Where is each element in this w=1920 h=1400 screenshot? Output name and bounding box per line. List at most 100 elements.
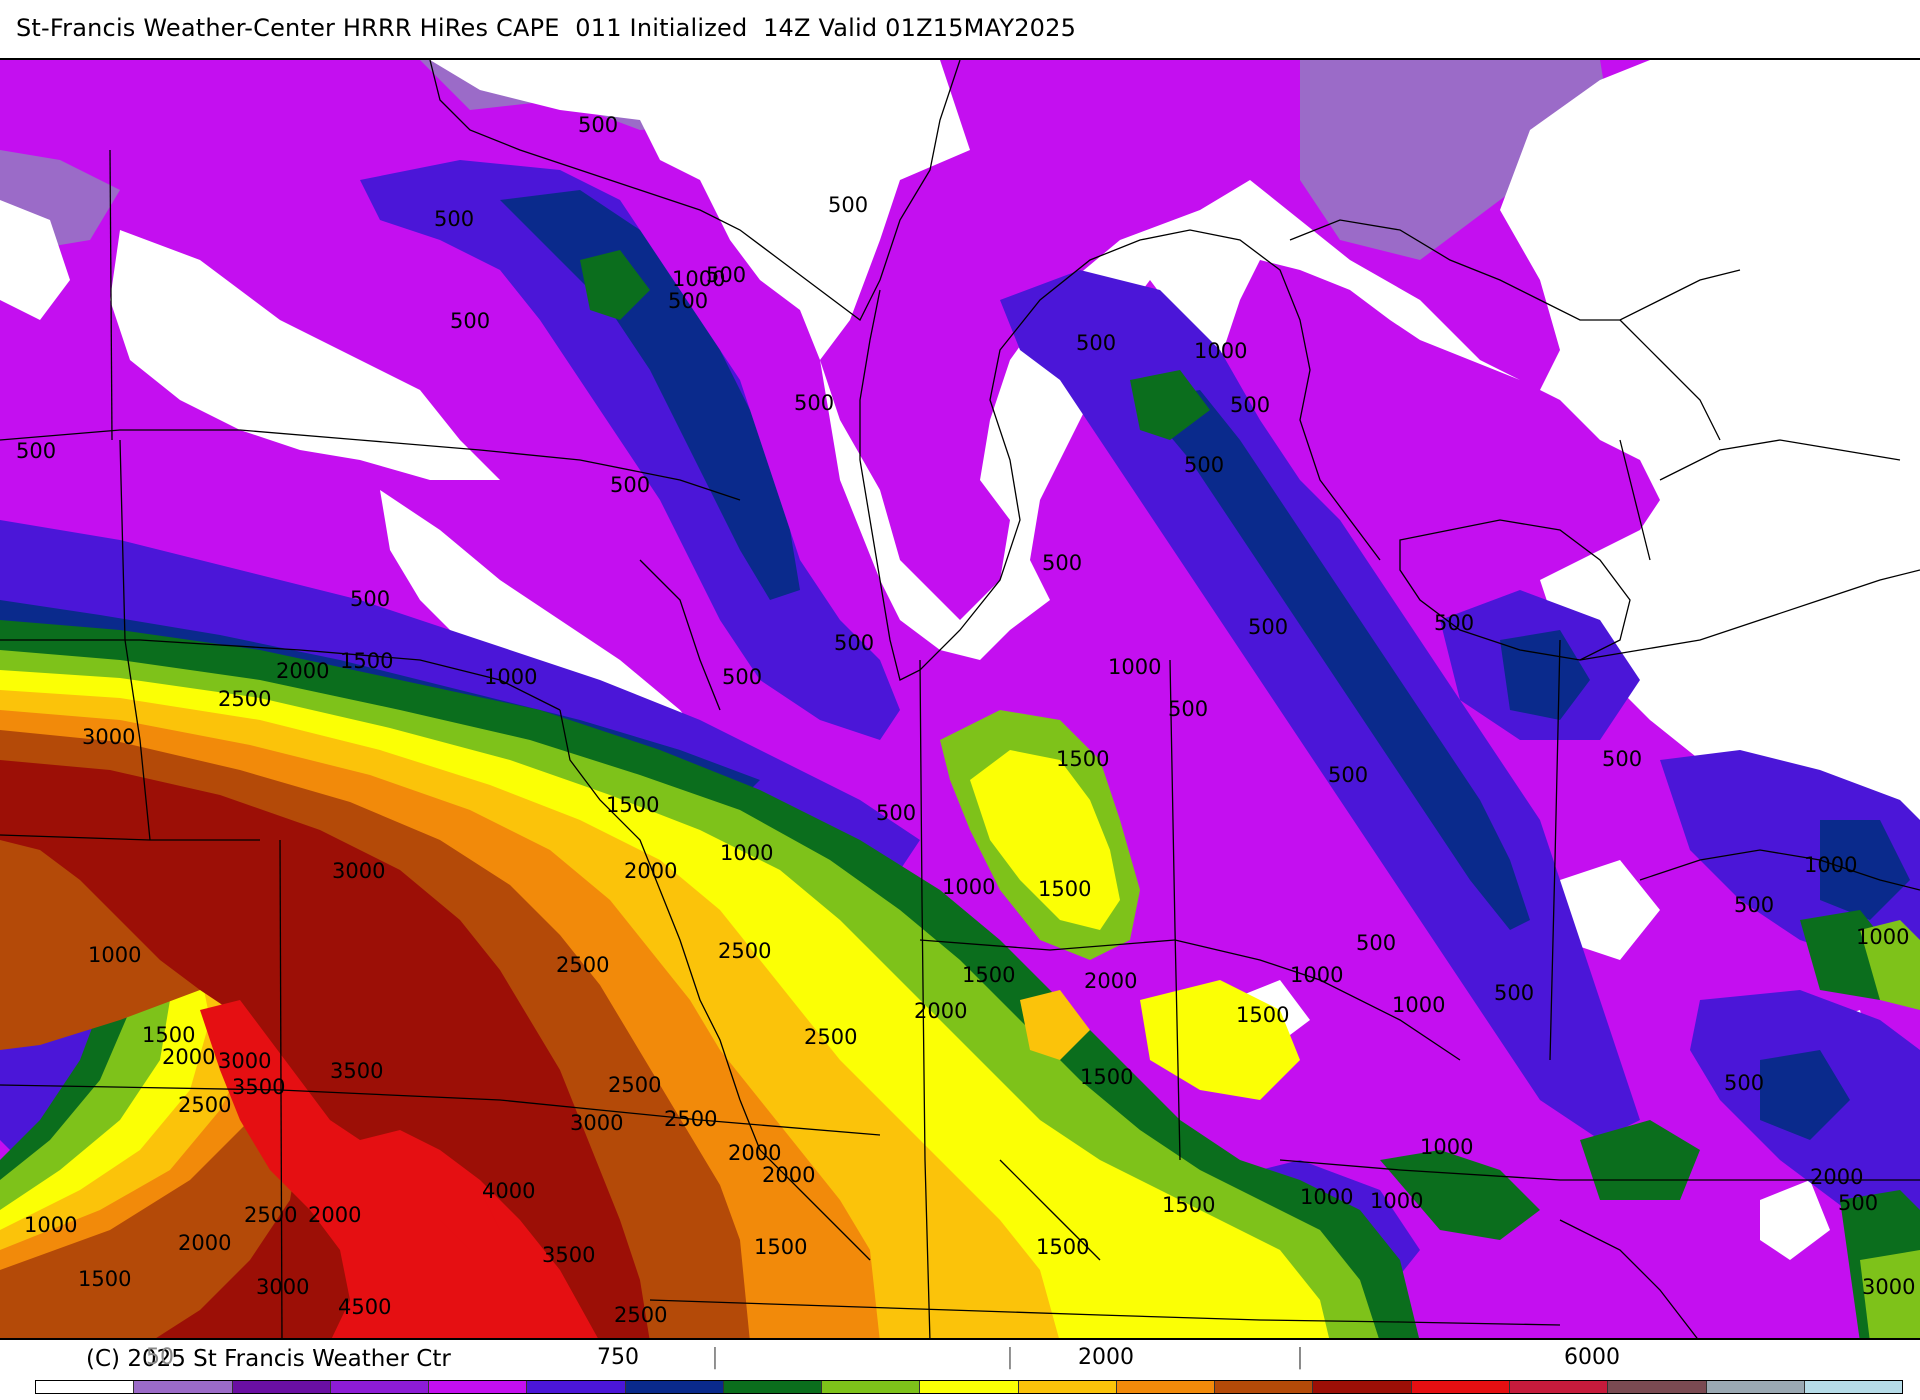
- colorbar-swatch: [625, 1381, 724, 1393]
- contour-label: 1000: [1392, 993, 1445, 1017]
- cape-map-canvas: 500 500 500 500 500 500 500 500 500 500 …: [0, 60, 1920, 1338]
- contour-label: 2000: [624, 859, 677, 883]
- cape-band-4500: [200, 1000, 598, 1338]
- colorbar-tick-label: 6000: [1564, 1345, 1620, 1370]
- contour-label: 1000: [1856, 925, 1909, 949]
- colorbar-swatch: [232, 1381, 331, 1393]
- contour-label: 500: [876, 801, 916, 825]
- contour-label: 2500: [556, 953, 609, 977]
- contour-label: 2000: [308, 1203, 361, 1227]
- contour-label: 500: [1076, 331, 1116, 355]
- colorbar-tick-label: 750: [597, 1345, 639, 1370]
- contour-label: 1500: [1056, 747, 1109, 771]
- contour-label: 3000: [1862, 1275, 1915, 1299]
- contour-label: 1000: [942, 875, 995, 899]
- contour-label: 500: [610, 473, 650, 497]
- contour-label: 3000: [332, 859, 385, 883]
- contour-label: 500: [1602, 747, 1642, 771]
- contour-label: 500: [578, 113, 618, 137]
- contour-label: 4000: [482, 1179, 535, 1203]
- contour-label: 1000: [1804, 853, 1857, 877]
- contour-label: 500: [722, 665, 762, 689]
- colorbar-swatch: [1018, 1381, 1117, 1393]
- contour-label: 3000: [570, 1111, 623, 1135]
- contour-label: 1500: [1038, 877, 1091, 901]
- contour-label: 500: [706, 263, 746, 287]
- contour-label: 2500: [804, 1025, 857, 1049]
- contour-label: 4500: [338, 1295, 391, 1319]
- contour-label: 1000: [1194, 339, 1247, 363]
- contour-label: 500: [828, 193, 868, 217]
- contour-label: 500: [1248, 615, 1288, 639]
- colorbar-swatch: [1411, 1381, 1510, 1393]
- colorbar-swatch: [1706, 1381, 1805, 1393]
- contour-label: 1000: [1370, 1189, 1423, 1213]
- contour-label: 1000: [720, 841, 773, 865]
- contour-label: 1000: [1300, 1185, 1353, 1209]
- geographic-outlines: [0, 60, 1920, 1338]
- contour-label: 1500: [142, 1023, 195, 1047]
- contour-label: 500: [450, 309, 490, 333]
- contour-label: 500: [1184, 453, 1224, 477]
- contour-label: 3500: [330, 1059, 383, 1083]
- contour-label: 2000: [914, 999, 967, 1023]
- contour-label: 1000: [484, 665, 537, 689]
- colorbar-swatch: [1313, 1381, 1412, 1393]
- colorbar-swatch: [822, 1381, 921, 1393]
- contour-label: 2500: [608, 1073, 661, 1097]
- colorbar-swatch: [1215, 1381, 1314, 1393]
- colorbar-tick-label: |: [711, 1345, 719, 1370]
- contour-label: 1500: [962, 963, 1015, 987]
- contour-label: 500: [1042, 551, 1082, 575]
- colorbar-tick-label: 2000: [1078, 1345, 1134, 1370]
- contour-label: 2000: [276, 659, 329, 683]
- contour-label: 500: [16, 439, 56, 463]
- contour-label: 500: [1734, 893, 1774, 917]
- contour-label: 500: [1230, 393, 1270, 417]
- colorbar-swatch: [527, 1381, 626, 1393]
- contour-label: 1000: [672, 267, 725, 291]
- contour-label: 2500: [178, 1093, 231, 1117]
- contour-label: 2000: [762, 1163, 815, 1187]
- contour-label: 2000: [178, 1231, 231, 1255]
- contour-label: 2500: [614, 1303, 667, 1327]
- contour-label: 1500: [606, 793, 659, 817]
- colorbar-swatch: [36, 1381, 135, 1393]
- chart-title: St-Francis Weather-Center HRRR HiRes CAP…: [16, 14, 1077, 42]
- colorbar-tick-label: 50: [146, 1345, 174, 1370]
- colorbar-tick-label: |: [1296, 1345, 1304, 1370]
- contour-label: 2500: [718, 939, 771, 963]
- contour-label: 1000: [1290, 963, 1343, 987]
- contour-label: 1000: [24, 1213, 77, 1237]
- contour-label: 1000: [1108, 655, 1161, 679]
- contour-label: 500: [1494, 981, 1534, 1005]
- contour-label: 1500: [1036, 1235, 1089, 1259]
- contour-label: 3000: [256, 1275, 309, 1299]
- contour-label: 500: [1434, 611, 1474, 635]
- contour-label: 2000: [728, 1141, 781, 1165]
- colorbar-swatch: [1116, 1381, 1216, 1393]
- contour-label: 500: [1168, 697, 1208, 721]
- colorbar-swatch: [920, 1381, 1019, 1393]
- colorbar-swatch: [429, 1381, 528, 1393]
- contour-label: 500: [1328, 763, 1368, 787]
- colorbar-swatch: [134, 1381, 233, 1393]
- colorbar: [35, 1380, 1903, 1394]
- colorbar-tick-label: |: [1006, 1345, 1014, 1370]
- contour-label: 500: [1724, 1071, 1764, 1095]
- contour-label: 500: [434, 207, 474, 231]
- contour-label: 1000: [1420, 1135, 1473, 1159]
- contour-label: 1500: [340, 649, 393, 673]
- contour-label: 2500: [244, 1203, 297, 1227]
- colorbar-tick-label: |: [1296, 1345, 1304, 1370]
- contour-labels: 500 500 500 500 500 500 500 500 500 500 …: [16, 113, 1915, 1327]
- copyright-text: (C) 2025 St Francis Weather Ctr: [86, 1346, 451, 1372]
- contour-label: 1500: [78, 1267, 131, 1291]
- contour-label: 2000: [162, 1045, 215, 1069]
- contour-label: 1500: [1162, 1193, 1215, 1217]
- contour-label: 1000: [88, 943, 141, 967]
- contour-label: 2500: [218, 687, 271, 711]
- contour-label: 500: [794, 391, 834, 415]
- contour-label: 3500: [232, 1075, 285, 1099]
- contour-label: 3000: [218, 1049, 271, 1073]
